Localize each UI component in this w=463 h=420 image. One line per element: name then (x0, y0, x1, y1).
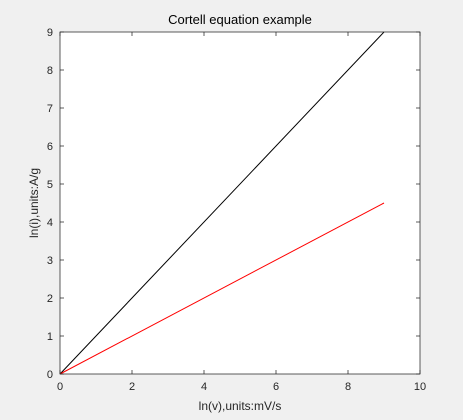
series-layer (59, 31, 385, 375)
y-tick-label: 5 (47, 179, 53, 191)
series-line-1 (59, 31, 385, 375)
x-tick-label: 6 (273, 381, 279, 393)
x-tick-label: 10 (414, 381, 426, 393)
x-axis-label: ln(v),units:mV/s (199, 399, 282, 413)
x-tick-label: 2 (129, 381, 135, 393)
x-tick-label: 8 (345, 381, 351, 393)
y-tick-label: 3 (47, 255, 53, 267)
y-tick-label: 7 (47, 103, 53, 115)
y-tick-label: 0 (47, 369, 53, 381)
y-axis-label: ln(i),units:A/g (27, 168, 41, 238)
chart-title: Cortell equation example (168, 12, 312, 27)
series-line-2 (59, 202, 385, 375)
y-tick-label: 2 (47, 293, 53, 305)
y-tick-label: 8 (47, 65, 53, 77)
plot-area (60, 32, 420, 374)
plot-frame (59, 31, 421, 375)
y-tick-label: 1 (47, 331, 53, 343)
y-tick-label: 4 (47, 217, 53, 229)
y-tick-label: 9 (47, 27, 53, 39)
tick-layer: 0 2 4 6 8 10 0 1 2 3 4 5 6 7 8 9 (47, 27, 426, 393)
x-tick-label: 0 (57, 381, 63, 393)
x-tick-label: 4 (201, 381, 207, 393)
y-tick-label: 6 (47, 141, 53, 153)
